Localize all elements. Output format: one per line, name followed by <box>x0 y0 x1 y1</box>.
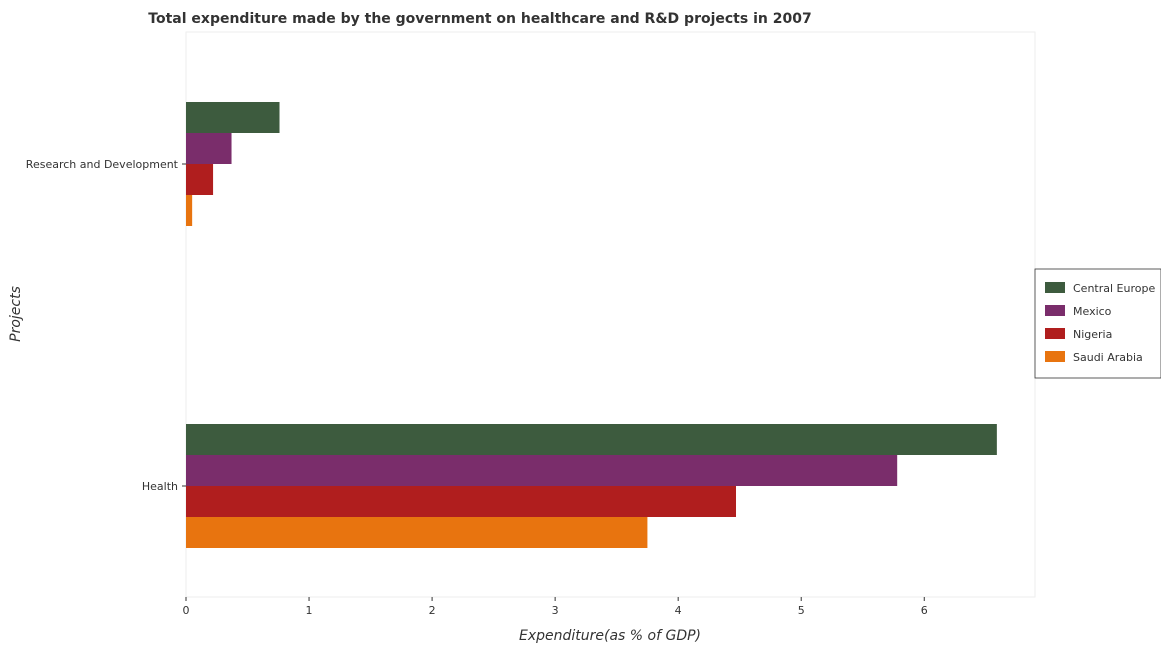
y-tick-label: Health <box>142 480 178 493</box>
x-tick-label: 2 <box>429 604 436 617</box>
bar-central-europe-research-and-development <box>186 102 280 133</box>
x-tick-label: 3 <box>552 604 559 617</box>
bar-nigeria-research-and-development <box>186 164 214 195</box>
chart-title: Total expenditure made by the government… <box>148 11 811 27</box>
bar-mexico-health <box>186 455 898 486</box>
bar-mexico-research-and-development <box>186 133 232 164</box>
legend: Central Europe Mexico Nigeria Saudi Arabia <box>1034 268 1161 379</box>
legend-swatch <box>1045 305 1065 316</box>
x-tick-label: 6 <box>921 604 928 617</box>
y-tick-label: Research and Development <box>26 158 179 171</box>
legend-label: Nigeria <box>1073 328 1112 341</box>
y-axis-label: Projects <box>8 286 24 342</box>
legend-label: Central Europe <box>1073 282 1155 295</box>
y-axis-ticks: Health Research and Development <box>26 158 186 493</box>
legend-swatch <box>1045 328 1065 339</box>
x-tick-label: 0 <box>183 604 190 617</box>
x-axis-label: Expenditure(as % of GDP) <box>519 628 701 644</box>
bar-nigeria-health <box>186 486 737 517</box>
x-tick-label: 1 <box>306 604 313 617</box>
legend-swatch <box>1045 351 1065 362</box>
bar-saudi-arabia-health <box>186 517 648 548</box>
x-tick-label: 5 <box>798 604 805 617</box>
legend-swatch <box>1045 282 1065 293</box>
legend-label: Saudi Arabia <box>1073 351 1143 364</box>
legend-label: Mexico <box>1073 305 1112 318</box>
x-axis-ticks: 0 1 2 3 4 5 6 <box>183 597 928 617</box>
x-tick-label: 4 <box>675 604 682 617</box>
bar-central-europe-health <box>186 424 997 455</box>
bar-saudi-arabia-research-and-development <box>186 195 193 226</box>
bars <box>186 102 997 548</box>
